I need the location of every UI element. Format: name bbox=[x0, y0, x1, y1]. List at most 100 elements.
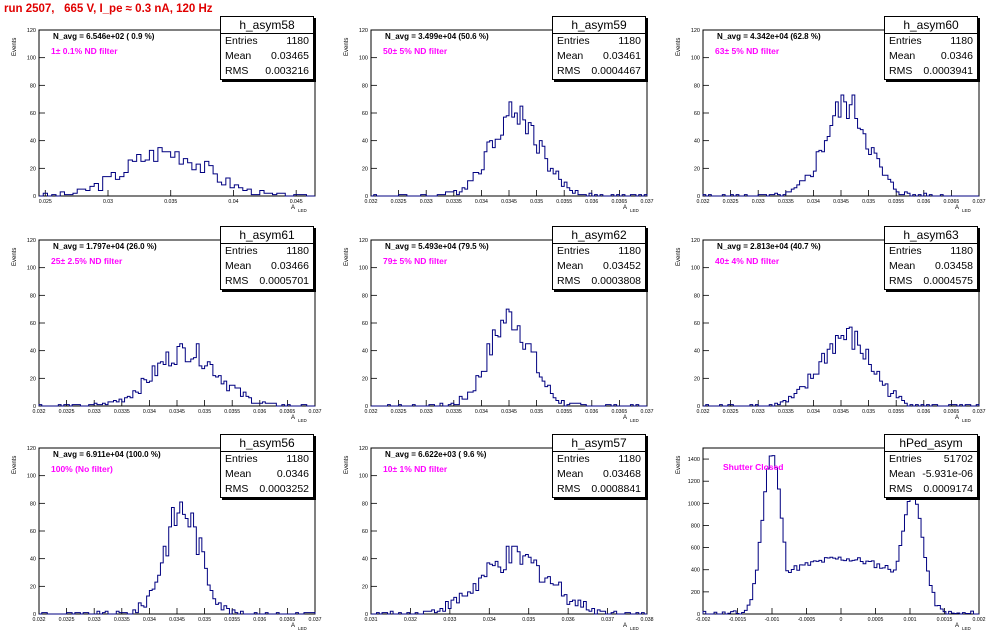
stats-box: h_asym60 Entries 1180 Mean 0.0346 RMS 0.000394… bbox=[884, 16, 978, 80]
y-tick-label: 120 bbox=[27, 28, 36, 34]
stats-box: h_asym59 Entries 1180 Mean 0.03461 RMS 0.00044… bbox=[552, 16, 646, 80]
stats-row-mean: Mean 0.03458 bbox=[885, 259, 977, 274]
y-tick-label: 100 bbox=[359, 266, 368, 272]
filter-annotation: 63± 5% ND filter bbox=[715, 46, 780, 56]
stats-row-rms: RMS 0.0004467 bbox=[553, 64, 645, 79]
y-tick-label: 0 bbox=[365, 194, 368, 200]
y-tick-label: 120 bbox=[359, 238, 368, 244]
y-axis-label: Events bbox=[676, 37, 682, 56]
y-tick-label: 60 bbox=[694, 321, 700, 327]
stats-row-mean: Mean 0.03465 bbox=[221, 49, 313, 64]
x-tick-label: 0.035 bbox=[198, 409, 211, 415]
histogram-panel-h_asym63: 0 20 40 60 80 100 120 0.032 0.0325 0.033 0.0335 0.0… bbox=[664, 224, 989, 423]
y-tick-label: 100 bbox=[359, 56, 368, 62]
x-axis-label-subscript: LED bbox=[298, 626, 307, 631]
x-tick-label: 0.033 bbox=[88, 617, 101, 623]
x-tick-label: 0.001 bbox=[904, 617, 917, 623]
y-tick-label: 120 bbox=[691, 238, 700, 244]
y-tick-label: 60 bbox=[30, 529, 36, 535]
stats-label-entries: Entries bbox=[557, 245, 590, 257]
x-axis-label-subscript: LED bbox=[630, 626, 639, 631]
x-tick-label: 0.035 bbox=[530, 409, 543, 415]
stats-value-mean: 0.03458 bbox=[935, 260, 973, 272]
filter-annotation: 79± 5% ND filter bbox=[383, 256, 448, 266]
stats-box: h_asym63 Entries 1180 Mean 0.03458 RMS 0.00045… bbox=[884, 226, 978, 290]
y-tick-label: 120 bbox=[691, 28, 700, 34]
x-tick-label: 0.045 bbox=[290, 199, 303, 205]
x-tick-label: 0.033 bbox=[752, 409, 765, 415]
x-tick-label: 0.036 bbox=[585, 199, 598, 205]
x-axis-label: A bbox=[955, 415, 960, 421]
y-tick-label: 100 bbox=[691, 266, 700, 272]
histogram-series bbox=[702, 455, 979, 615]
x-tick-label: 0.0015 bbox=[937, 617, 953, 623]
x-tick-label: 0.0345 bbox=[501, 409, 517, 415]
x-tick-label: 0.037 bbox=[973, 409, 986, 415]
x-tick-label: 0.04 bbox=[228, 199, 238, 205]
x-tick-label: 0.0335 bbox=[446, 199, 462, 205]
x-tick-label: 0.032 bbox=[697, 199, 710, 205]
x-tick-label: 0.0365 bbox=[611, 409, 627, 415]
stats-value-mean: 0.0346 bbox=[276, 468, 309, 480]
x-tick-label: 0.0365 bbox=[279, 409, 295, 415]
x-tick-label: 0.0345 bbox=[833, 409, 849, 415]
stats-label-entries: Entries bbox=[225, 245, 258, 257]
stats-box-title: h_asym58 bbox=[221, 17, 313, 34]
stats-value-rms: 0.0009174 bbox=[923, 483, 973, 495]
x-tick-label: 0.032 bbox=[697, 409, 710, 415]
y-axis-label: Events bbox=[676, 247, 682, 266]
y-tick-label: 120 bbox=[27, 446, 36, 452]
stats-value-rms: 0.003216 bbox=[265, 65, 309, 77]
histogram-panel-h_asym59: 0 20 40 60 80 100 120 0.032 0.0325 0.033 0.0335 0.0… bbox=[332, 14, 657, 213]
x-tick-label: 0.037 bbox=[641, 409, 654, 415]
x-tick-label: 0.035 bbox=[862, 199, 875, 205]
x-tick-label: 0.033 bbox=[88, 409, 101, 415]
x-tick-label: 0.036 bbox=[253, 617, 266, 623]
y-tick-label: 20 bbox=[362, 376, 368, 382]
x-tick-label: 0.0355 bbox=[224, 617, 240, 623]
x-tick-label: 0.036 bbox=[585, 409, 598, 415]
x-tick-label: 0.0355 bbox=[888, 199, 904, 205]
x-axis-label: A bbox=[291, 415, 296, 421]
x-tick-label: 0.038 bbox=[641, 617, 654, 623]
x-tick-label: 0.0335 bbox=[446, 409, 462, 415]
stats-box: h_asym62 Entries 1180 Mean 0.03452 RMS 0.00038… bbox=[552, 226, 646, 290]
stats-row-rms: RMS 0.0008841 bbox=[553, 482, 645, 497]
n-avg-label: N_avg = 1.797e+04 (26.0 %) bbox=[53, 242, 157, 251]
y-axis-label: Events bbox=[344, 455, 350, 474]
stats-box-title: hPed_asym bbox=[885, 435, 977, 452]
x-axis-label: A bbox=[955, 205, 960, 211]
y-axis-label: Events bbox=[12, 247, 18, 266]
stats-row-mean: Mean 0.03468 bbox=[553, 467, 645, 482]
stats-box-title: h_asym63 bbox=[885, 227, 977, 244]
stats-box: h_asym61 Entries 1180 Mean 0.03466 RMS 0.00057… bbox=[220, 226, 314, 290]
stats-label-mean: Mean bbox=[889, 468, 916, 480]
stats-row-entries: Entries 1180 bbox=[885, 34, 977, 49]
y-tick-label: 0 bbox=[697, 612, 700, 618]
stats-label-mean: Mean bbox=[889, 50, 916, 62]
y-tick-label: 40 bbox=[694, 349, 700, 355]
stats-value-entries: 1180 bbox=[618, 35, 641, 47]
n-avg-label: N_avg = 6.546e+02 ( 0.9 %) bbox=[53, 32, 155, 41]
x-axis-label: A bbox=[955, 623, 960, 629]
stats-value-rms: 0.0003252 bbox=[259, 483, 309, 495]
n-avg-label: N_avg = 6.911e+04 (100.0 %) bbox=[53, 450, 161, 459]
y-tick-label: 60 bbox=[30, 321, 36, 327]
histogram-panel-h_asym58: 0 20 40 60 80 100 120 0.025 0.03 0.035 0.04 0.045 Ev… bbox=[0, 14, 325, 213]
filter-annotation: 1± 0.1% ND filter bbox=[51, 46, 118, 56]
stats-value-rms: 0.0005701 bbox=[259, 275, 309, 287]
y-tick-label: 100 bbox=[691, 56, 700, 62]
y-tick-label: 120 bbox=[359, 446, 368, 452]
stats-value-rms: 0.0004467 bbox=[591, 65, 641, 77]
y-tick-label: 80 bbox=[694, 293, 700, 299]
n-avg-label: N_avg = 6.622e+03 ( 9.6 %) bbox=[385, 450, 487, 459]
y-tick-label: 80 bbox=[30, 293, 36, 299]
stats-label-mean: Mean bbox=[225, 50, 252, 62]
x-tick-label: 0.0365 bbox=[279, 617, 295, 623]
run-title: run 2507, 665 V, I_pe ≈ 0.3 nA, 120 Hz bbox=[4, 3, 213, 15]
histogram-series bbox=[39, 501, 316, 615]
x-tick-label: 0.036 bbox=[562, 617, 575, 623]
stats-row-entries: Entries 1180 bbox=[221, 452, 313, 467]
stats-value-mean: 0.03461 bbox=[603, 50, 641, 62]
